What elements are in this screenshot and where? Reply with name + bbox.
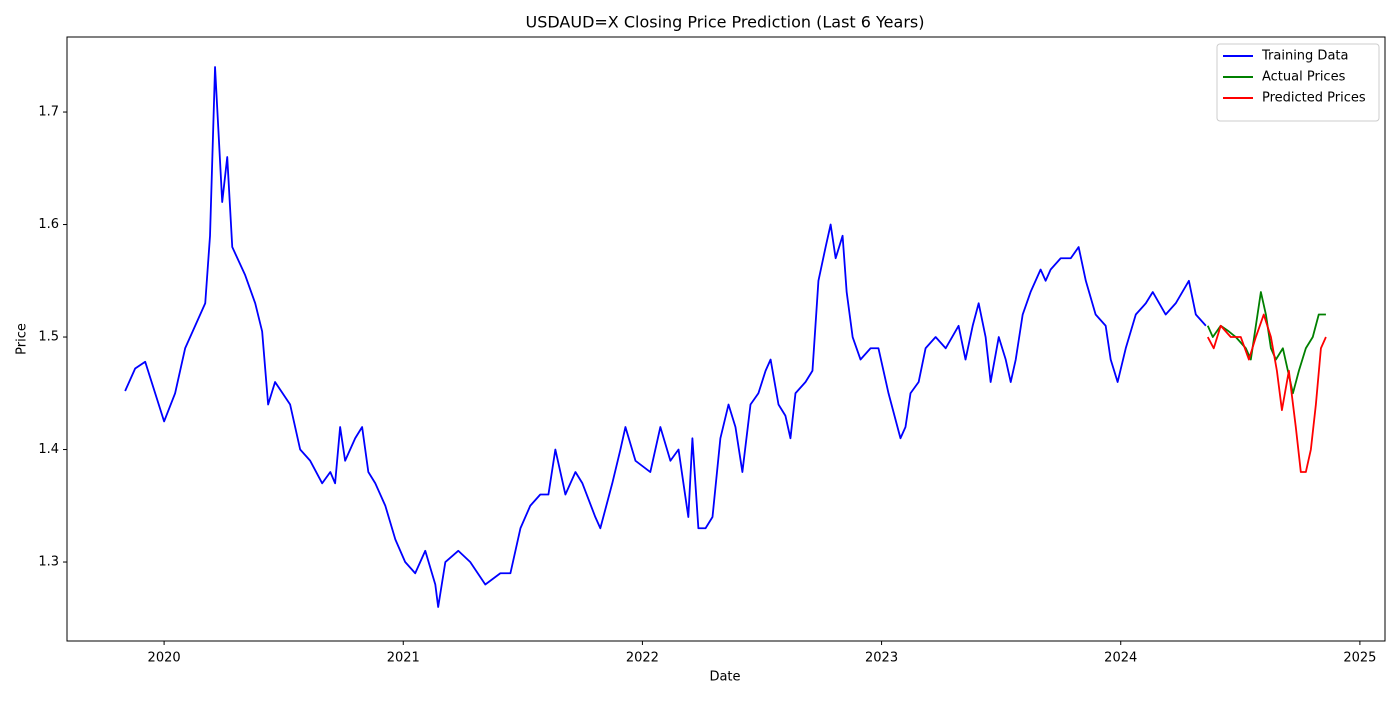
series-line xyxy=(1206,291,1326,395)
x-axis-label: Date xyxy=(709,670,740,685)
series-line xyxy=(1206,313,1327,473)
y-tick-label: 1.3 xyxy=(38,555,59,570)
x-tick-label: 2020 xyxy=(148,651,181,666)
x-tick-label: 2025 xyxy=(1343,651,1376,666)
y-axis-label: Price xyxy=(15,323,30,355)
x-tick-label: 2024 xyxy=(1104,651,1137,666)
legend-label: Predicted Prices xyxy=(1262,91,1366,106)
y-tick-label: 1.5 xyxy=(38,330,59,345)
legend-label: Actual Prices xyxy=(1262,70,1346,85)
y-tick-label: 1.6 xyxy=(38,217,59,232)
legend-label: Training Data xyxy=(1261,49,1348,64)
x-tick-label: 2021 xyxy=(387,651,420,666)
y-tick-label: 1.7 xyxy=(38,105,59,120)
x-tick-label: 2022 xyxy=(626,651,659,666)
y-tick-label: 1.4 xyxy=(38,442,59,457)
chart-title: USDAUD=X Closing Price Prediction (Last … xyxy=(526,13,925,32)
x-tick-label: 2023 xyxy=(865,651,898,666)
plot-frame xyxy=(66,36,1386,642)
legend-box xyxy=(1216,43,1380,122)
series-line xyxy=(124,66,1207,608)
